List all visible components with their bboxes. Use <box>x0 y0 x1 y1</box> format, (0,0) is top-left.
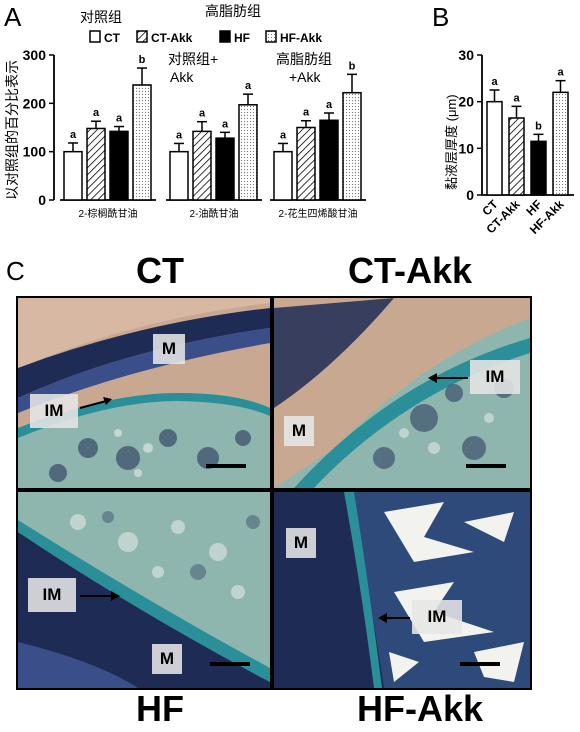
title-hf-akk: HF-Akk <box>356 688 484 729</box>
panel-a-sig-label: a <box>280 129 287 141</box>
arrow-icon <box>79 397 112 409</box>
label-im-ct-akk: IM <box>470 360 520 394</box>
panel-b-sig-label: a <box>557 67 564 79</box>
panel-a-bar-ct <box>273 150 293 201</box>
panel-b-sig-label: b <box>535 120 542 132</box>
arrow-icon <box>428 373 468 383</box>
panel-a-bar-ct <box>169 150 189 201</box>
sub-control-akk-line1: 对照组+ <box>168 51 218 67</box>
panel-a-bar-ct-akk <box>296 126 316 201</box>
sub-hfd-akk-line1: 高脂肪组 <box>276 51 332 67</box>
histology-hf-image <box>18 492 270 688</box>
label-m-hf-akk: M <box>286 528 316 558</box>
label-m-ct-akk: M <box>284 416 314 446</box>
title-ct-akk: CT-Akk <box>347 250 473 291</box>
histology-ct-akk: M IM <box>272 296 532 490</box>
panel-b-sig-label: a <box>491 76 498 88</box>
panel-letter-b: B <box>432 2 449 32</box>
title-hf: HF <box>136 688 184 729</box>
panel-b-sig-label: a <box>513 92 520 104</box>
label-im-hf-akk: IM <box>412 600 462 634</box>
label-m-hf: M <box>152 644 182 674</box>
panel-a-sig-label: b <box>349 60 356 72</box>
panel-a-sig-label: a <box>303 107 310 119</box>
header-hfd: 高脂肪组 <box>205 3 261 19</box>
panel-b-bar-hf <box>530 140 547 196</box>
panel-b-bar-hf-akk <box>552 91 569 196</box>
label-im-hf: IM <box>28 578 76 612</box>
legend: CT CT-Akk HF HF-Akk <box>89 30 322 45</box>
legend-label-ct-akk: CT-Akk <box>151 31 193 45</box>
label-m-ct: M <box>153 334 185 364</box>
panel-a-group-label: 2-花生四烯酸甘油 <box>279 207 358 220</box>
legend-label-hf: HF <box>234 31 250 45</box>
charts-area: A B 对照组 高脂肪组 对照组+ Akk 高脂肪组 +Akk CT CT-Ak… <box>4 2 574 237</box>
legend-swatch-hf <box>219 30 231 43</box>
legend-label-ct: CT <box>104 31 121 45</box>
panel-a-bar-hf <box>319 119 339 201</box>
panel-letter-c: C <box>6 256 25 286</box>
panel-a-sig-label: a <box>116 113 123 125</box>
panel-a-group-label: 2-油酰甘油 <box>190 207 239 220</box>
panel-b-bar-ct <box>486 100 503 196</box>
scale-bar <box>460 662 500 666</box>
panel-a-ytick-label: 0 <box>38 192 46 208</box>
panel-b-bar-ct-akk <box>508 117 525 196</box>
panel-b-ytick-label: 10 <box>458 140 474 156</box>
panel-b-ytick-label: 30 <box>458 47 474 63</box>
histology-ct-image <box>18 298 270 488</box>
panel-a-ytick-label: 200 <box>23 95 47 111</box>
panel-b-ytick-label: 0 <box>466 187 474 203</box>
panel-a-bar-hf-akk <box>342 91 362 201</box>
legend-label-hf-akk: HF-Akk <box>280 31 322 45</box>
panel-b-ylabel: 黏液层厚度 (μm) <box>444 94 459 190</box>
scale-bar <box>206 464 246 468</box>
panel-a-bar-ct-akk <box>86 127 106 201</box>
title-ct: CT <box>136 250 184 291</box>
panel-a-sig-label: a <box>326 99 333 111</box>
legend-swatch-ct-akk <box>136 30 148 43</box>
panel-a-sig-label: a <box>70 129 77 141</box>
chart-a: 0 100 200 300 a a a b 2-棕榈酰甘油 a a a a 2-油酰甘油 a a a b 2-花生四… <box>23 47 366 220</box>
panel-a-bar-hf <box>215 137 235 201</box>
panel-a-sig-label: a <box>93 107 100 119</box>
legend-swatch-hf-akk <box>265 30 277 43</box>
panel-a-bar-hf <box>109 130 129 201</box>
legend-swatch-ct <box>89 30 101 43</box>
panel-a-sig-label: a <box>176 129 183 141</box>
arrow-icon <box>378 613 410 623</box>
panel-a-sig-label: b <box>139 54 146 66</box>
panel-a-bar-hf-akk <box>132 84 152 201</box>
panel-b-ytick-label: 20 <box>458 94 474 110</box>
histology-hf: IM M <box>16 490 272 690</box>
sub-hfd-akk-line2: +Akk <box>289 69 322 85</box>
histology-ct: M IM <box>16 296 272 490</box>
panel-a-sig-label: a <box>245 80 252 92</box>
panel-a-ytick-label: 100 <box>23 144 47 160</box>
panel-a-sig-label: a <box>199 108 206 120</box>
histology-hf-akk: M IM <box>272 490 532 690</box>
panel-letter-a: A <box>4 2 22 32</box>
scale-bar <box>466 464 506 468</box>
panel-a-sig-label: a <box>222 118 229 130</box>
panel-a-bar-ct-akk <box>192 130 212 201</box>
label-im-ct: IM <box>30 394 78 428</box>
sub-control-akk-line2: Akk <box>170 69 194 85</box>
scale-bar <box>210 662 250 666</box>
panel-a-group-label: 2-棕榈酰甘油 <box>79 207 138 220</box>
panel-a-bar-ct <box>63 150 83 201</box>
panel-a-ylabel: 以对照组的百分比表示 <box>4 60 20 200</box>
panel-a-bar-hf-akk <box>238 104 258 201</box>
arrow-icon <box>80 591 120 601</box>
histology-hf-akk-image <box>274 492 530 688</box>
header-control: 对照组 <box>80 9 122 25</box>
panel-a-ytick-label: 300 <box>23 47 47 63</box>
